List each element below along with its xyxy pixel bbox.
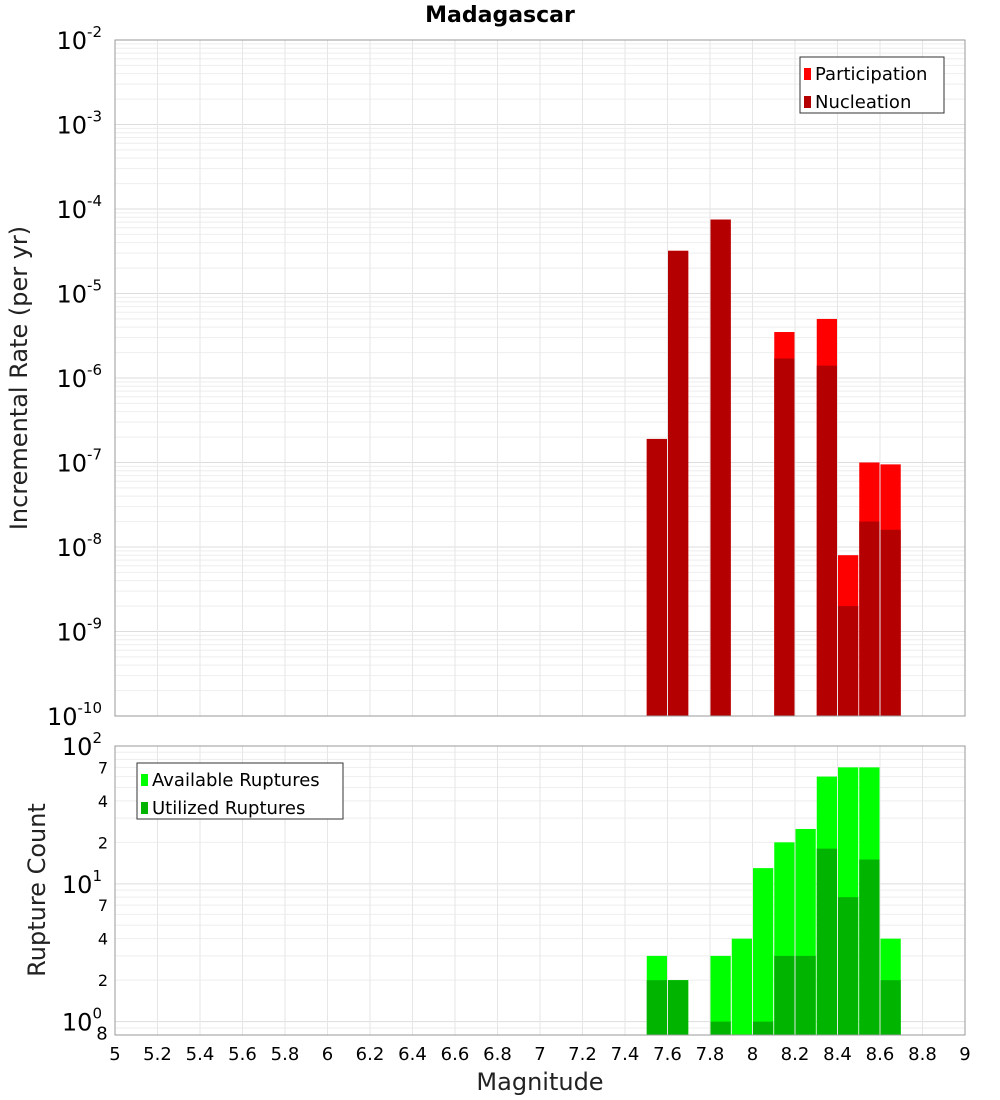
- y-tick-label: 4: [98, 792, 108, 811]
- x-tick-label: 8.2: [781, 1044, 810, 1065]
- bar-nucleation: [646, 438, 667, 716]
- legend-label: Available Ruptures: [152, 770, 320, 791]
- plot-frame: [114, 745, 966, 1036]
- x-tick-label: 5.2: [143, 1044, 172, 1065]
- bar-nucleation: [880, 529, 901, 716]
- bar-nucleation: [710, 219, 731, 717]
- legend-swatch: [141, 802, 148, 814]
- bar-utilized-ruptures: [710, 1021, 731, 1035]
- bar-nucleation: [838, 606, 859, 716]
- x-tick-label: 7.8: [696, 1044, 725, 1065]
- bar-utilized-ruptures: [795, 955, 816, 1035]
- x-tick-label: 7: [534, 1044, 545, 1065]
- chart-title: Madagascar: [425, 3, 575, 28]
- x-tick-label: 6.4: [398, 1044, 427, 1065]
- x-tick-label: 6.6: [441, 1044, 470, 1065]
- y-tick-label: 10-8: [56, 530, 102, 562]
- y-tick-label: 10-4: [56, 192, 102, 224]
- y-tick-label: 7: [98, 758, 108, 777]
- bar-nucleation: [816, 365, 837, 716]
- y-tick-label: 8: [96, 1024, 107, 1045]
- bar-utilized-ruptures: [668, 980, 689, 1035]
- x-tick-label: 7.4: [611, 1044, 640, 1065]
- x-tick-label: 5.4: [186, 1044, 215, 1065]
- y-tick-label: 10-7: [56, 446, 102, 478]
- magnitude-axis-label: Magnitude: [476, 1068, 603, 1096]
- rate-axis-label: Incremental Rate (per yr): [5, 226, 33, 530]
- y-tick-label: 10-10: [47, 699, 102, 731]
- bar-utilized-ruptures: [646, 980, 667, 1035]
- x-tick-label: 6: [322, 1044, 333, 1065]
- bar-utilized-ruptures: [753, 1021, 774, 1035]
- legend: Participation Nucleation: [799, 56, 945, 114]
- bar-utilized-ruptures: [838, 897, 859, 1035]
- y-tick-label: 10-2: [56, 23, 102, 55]
- x-tick-label: 6.2: [356, 1044, 385, 1065]
- y-tick-label: 100: [62, 1005, 102, 1037]
- rupture-count-axis-label: Rupture Count: [23, 803, 51, 977]
- x-tick-label: 7.2: [568, 1044, 597, 1065]
- legend-label: Nucleation: [815, 92, 911, 113]
- x-tick-label: 8.8: [908, 1044, 937, 1065]
- rate-panel: 10-10 10-9 10-8 10-7 10-6 10-5 10-4 10-3 10-2 Par…: [47, 23, 966, 731]
- x-tick-label: 5.8: [271, 1044, 300, 1065]
- y-tick-label: 10-6: [56, 361, 102, 393]
- x-tick-label: 8.6: [866, 1044, 895, 1065]
- x-tick-label: 6.8: [483, 1044, 512, 1065]
- y-tick-label: 101: [62, 867, 102, 899]
- plot-frame: [114, 39, 966, 717]
- bar-available-ruptures: [731, 938, 752, 1035]
- legend-box: [136, 762, 344, 820]
- y-tick-label: 4: [98, 930, 108, 949]
- y-tick-label: 10-3: [56, 108, 102, 140]
- bar-utilized-ruptures: [774, 955, 795, 1035]
- legend-label: Utilized Ruptures: [152, 798, 305, 819]
- x-tick-label: 5: [109, 1044, 120, 1065]
- bar-utilized-ruptures: [859, 859, 880, 1035]
- x-tick-label: 9: [959, 1044, 970, 1065]
- legend-swatch: [804, 96, 811, 108]
- legend-box: [799, 56, 945, 114]
- bar-utilized-ruptures: [880, 980, 901, 1035]
- x-tick-label: 7.6: [653, 1044, 682, 1065]
- y-tick-label: 102: [62, 729, 102, 761]
- y-tick-label: 2: [98, 971, 108, 990]
- y-tick-label: 7: [98, 896, 108, 915]
- legend-swatch: [804, 68, 811, 80]
- legend-label: Participation: [815, 64, 927, 85]
- x-tick-label: 8: [747, 1044, 758, 1065]
- legend: Available Ruptures Utilized Ruptures: [136, 762, 344, 820]
- y-tick-label: 10-5: [56, 277, 102, 309]
- bar-available-ruptures: [753, 868, 774, 1035]
- y-tick-label: 10-9: [56, 615, 102, 647]
- y-tick-label: 2: [98, 833, 108, 852]
- x-tick-label: 5.6: [228, 1044, 257, 1065]
- bar-nucleation: [859, 521, 880, 716]
- bar-available-ruptures: [710, 955, 731, 1035]
- x-axis: 5 5.2 5.4 5.6 5.8 6 6.2 6.4 6.6 6.8 7 7.2 7.4 7.6 7.8 8…: [109, 1044, 970, 1065]
- legend-swatch: [141, 774, 148, 786]
- bar-nucleation: [774, 358, 795, 716]
- bar-utilized-ruptures: [816, 848, 837, 1035]
- bar-nucleation: [668, 250, 689, 716]
- x-tick-label: 8.4: [823, 1044, 852, 1065]
